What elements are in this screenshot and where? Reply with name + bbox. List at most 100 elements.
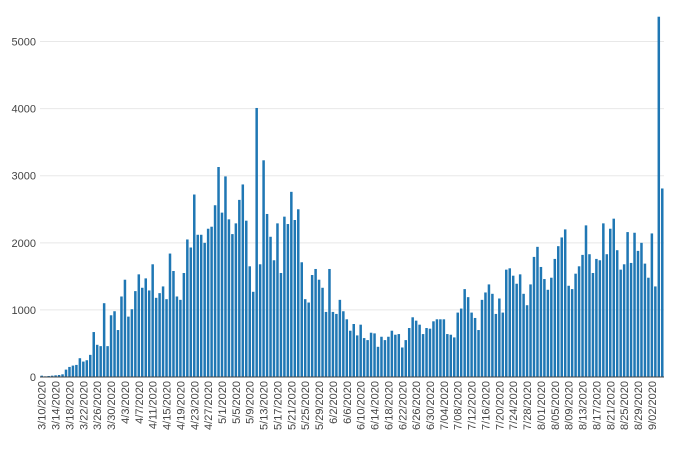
bar (390, 330, 394, 377)
bar (473, 317, 477, 377)
bar (626, 232, 629, 377)
x-tick-label: 6/6/2020 (342, 381, 354, 424)
bar (522, 293, 525, 377)
bars (40, 16, 664, 377)
bar (258, 264, 262, 377)
bar (154, 297, 158, 377)
bar (95, 344, 99, 377)
x-tick-label: 5/1/2020 (217, 381, 229, 424)
bar (595, 258, 598, 377)
x-tick-label: 5/25/2020 (300, 381, 312, 430)
x-tick-label: 7/16/2020 (480, 381, 492, 430)
bar (418, 324, 421, 377)
x-tick-label: 6/18/2020 (383, 381, 395, 430)
bar (193, 194, 196, 377)
y-tick-label: 3000 (12, 171, 36, 183)
bar (373, 333, 376, 377)
bar (477, 330, 480, 377)
bar (463, 289, 466, 377)
bar (144, 278, 147, 377)
bar (245, 220, 248, 377)
x-tick-label: 5/21/2020 (286, 381, 298, 430)
bar (210, 226, 213, 377)
x-tick-label: 8/29/2020 (633, 381, 645, 430)
bar (577, 266, 581, 377)
bar (71, 365, 75, 377)
bar (456, 312, 459, 377)
bar (598, 260, 602, 377)
bar (414, 320, 418, 377)
bar (498, 298, 501, 377)
bar (543, 279, 546, 377)
bar (120, 296, 123, 377)
bar (40, 375, 43, 377)
x-tick-label: 5/5/2020 (231, 381, 243, 424)
bar (487, 284, 491, 377)
bar (435, 319, 439, 377)
bar (654, 286, 657, 377)
bar (615, 250, 619, 377)
bar (165, 299, 168, 377)
bar (151, 264, 154, 377)
bar (633, 232, 636, 377)
bar (248, 266, 251, 377)
bar (234, 223, 238, 377)
bar (432, 321, 435, 377)
bar (328, 268, 331, 377)
bar (262, 160, 265, 377)
bar (113, 311, 116, 377)
bar (574, 273, 577, 377)
bar (102, 303, 106, 377)
y-tick-label: 0 (30, 372, 36, 384)
bar (196, 234, 199, 377)
bar (650, 233, 654, 377)
bar (401, 347, 404, 377)
bar (380, 336, 383, 377)
bar (602, 223, 605, 377)
bar (588, 254, 591, 377)
bar (355, 335, 359, 377)
x-tick-label: 5/9/2020 (245, 381, 257, 424)
bar (314, 268, 317, 377)
bar (612, 218, 615, 377)
bar (134, 291, 137, 377)
bar (203, 242, 206, 377)
x-tick-label: 6/2/2020 (328, 381, 340, 424)
x-tick-label: 3/26/2020 (92, 381, 104, 430)
x-tick-label: 4/19/2020 (175, 381, 187, 430)
bar (172, 271, 175, 377)
bar (338, 299, 342, 377)
bar (141, 287, 144, 377)
x-tick-label: 6/26/2020 (411, 381, 423, 430)
bar (439, 319, 442, 377)
bar (359, 324, 362, 377)
bar (550, 277, 553, 377)
bar (352, 324, 355, 377)
bar (605, 254, 609, 377)
x-tick-label: 5/13/2020 (259, 381, 271, 430)
bar (50, 375, 54, 377)
x-tick-label: 8/13/2020 (578, 381, 590, 430)
bar (345, 319, 349, 377)
bar (480, 299, 484, 377)
bar (394, 334, 397, 377)
x-tick-label: 7/28/2020 (522, 381, 534, 430)
bar (518, 274, 522, 377)
bar (508, 268, 511, 377)
y-tick-label: 4000 (12, 104, 36, 116)
bar (293, 220, 297, 377)
bar (335, 313, 338, 377)
bar (168, 253, 172, 377)
bar (106, 346, 109, 377)
x-tick-label: 4/23/2020 (189, 381, 201, 430)
x-tick-label: 3/10/2020 (37, 381, 49, 430)
bar (505, 269, 508, 377)
bar (470, 312, 473, 377)
bar (54, 375, 57, 377)
bar (425, 328, 428, 377)
bar (553, 258, 557, 377)
bar (206, 228, 210, 377)
bar (584, 225, 588, 377)
